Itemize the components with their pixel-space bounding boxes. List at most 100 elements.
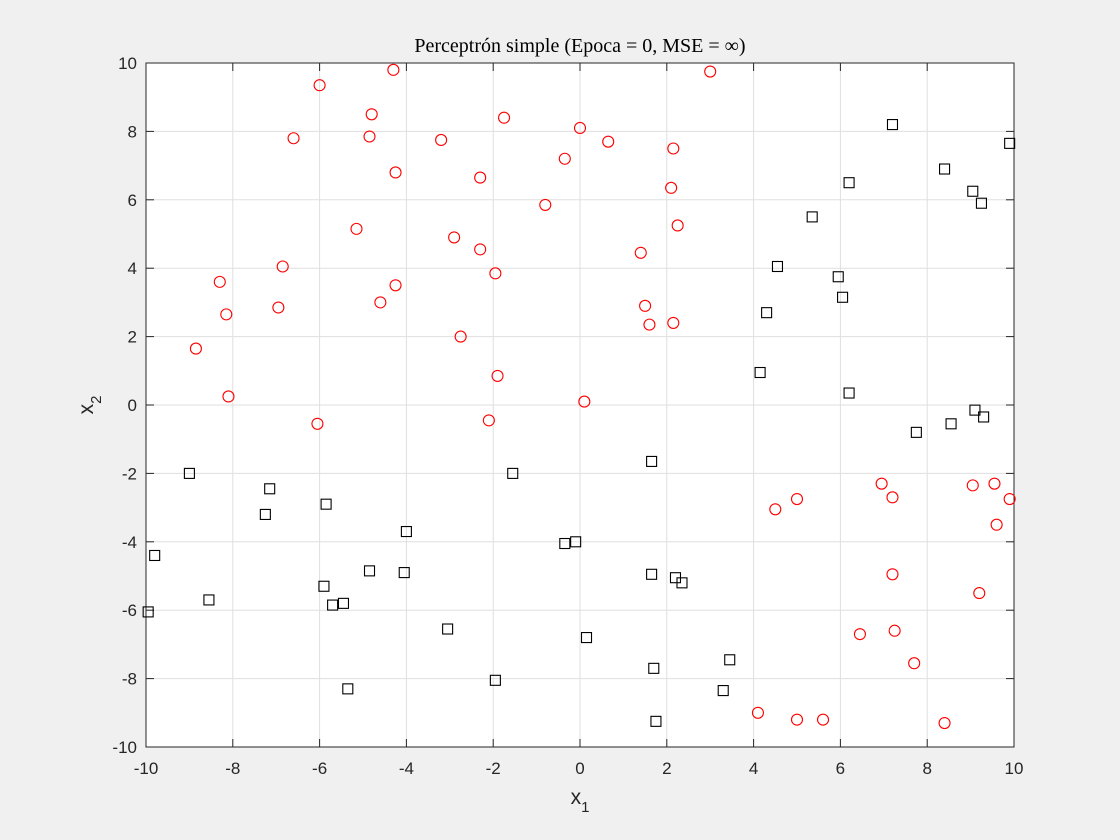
x-tick-label: 0 — [575, 759, 584, 778]
square-point — [142, 606, 154, 618]
circle-point — [222, 390, 235, 403]
circle-point — [313, 79, 326, 92]
square-point — [761, 307, 773, 319]
circle-point — [990, 518, 1003, 531]
x-axis-label: x1 — [571, 786, 590, 816]
circle-point — [1003, 492, 1016, 506]
circle-point — [311, 417, 324, 430]
circle-point — [350, 222, 363, 235]
y-axis-label-subscript: 2 — [88, 396, 105, 404]
square-point — [442, 623, 454, 635]
circle-point — [454, 330, 467, 343]
circle-point — [539, 198, 552, 211]
square-point — [149, 549, 161, 562]
square-point — [203, 594, 215, 606]
circle-point — [189, 342, 202, 355]
circle-point — [671, 219, 684, 232]
square-point — [183, 467, 195, 479]
circle-point — [220, 308, 233, 321]
x-tick-label: 10 — [1005, 759, 1024, 778]
data-points — [142, 63, 1016, 730]
x-tick-label: -2 — [486, 759, 501, 778]
circle-point — [573, 121, 587, 135]
x-tick-label: -10 — [134, 759, 159, 778]
y-tick-label: -8 — [122, 670, 137, 689]
square-point — [967, 185, 979, 197]
circle-point — [886, 568, 899, 581]
square-point — [320, 498, 332, 510]
square-point — [646, 455, 658, 467]
x-tick-label: 4 — [749, 759, 758, 778]
x-tick-label: 6 — [836, 759, 845, 778]
circle-point — [769, 503, 782, 516]
circle-point — [491, 369, 504, 382]
circle-point — [602, 135, 615, 148]
y-tick-label: 8 — [128, 122, 137, 141]
square-point — [771, 260, 784, 273]
x-tick-label: 8 — [922, 759, 931, 778]
circle-point — [853, 628, 866, 641]
circle-point — [387, 63, 400, 76]
grid-lines — [146, 63, 1014, 747]
circle-point — [875, 477, 888, 490]
square-point — [969, 404, 981, 416]
circle-point — [287, 132, 300, 145]
square-point — [724, 654, 736, 666]
square-point — [648, 662, 660, 674]
square-point — [559, 537, 571, 550]
square-point — [400, 525, 412, 538]
square-point — [978, 411, 990, 423]
circle-point — [389, 166, 402, 179]
x-axis-label-base: x — [571, 786, 582, 809]
circle-point — [365, 108, 378, 121]
circle-point — [435, 133, 448, 146]
circle-point — [938, 717, 951, 730]
circle-point — [888, 624, 901, 637]
circle-point — [448, 231, 461, 244]
circle-point — [790, 492, 804, 506]
y-tick-label: 10 — [118, 54, 137, 73]
circle-point — [363, 130, 376, 143]
y-axis-label-base: x — [75, 403, 98, 414]
circle-point — [634, 246, 647, 259]
square-point — [264, 483, 276, 495]
square-point — [939, 163, 951, 175]
square-point — [843, 387, 855, 399]
circle-point — [389, 279, 402, 292]
square-point — [832, 271, 844, 283]
circle-point — [751, 706, 764, 719]
y-tick-label: -2 — [122, 464, 137, 483]
square-point — [507, 467, 519, 479]
square-point — [945, 418, 957, 430]
circle-point — [374, 296, 387, 309]
square-point — [259, 508, 271, 520]
square-point — [570, 536, 582, 548]
x-tick-label: -6 — [312, 759, 327, 778]
square-point — [327, 599, 339, 611]
y-tick-label: 0 — [128, 396, 137, 415]
circle-point — [578, 395, 591, 408]
circle-point — [790, 713, 804, 726]
square-point — [975, 197, 988, 209]
circle-point — [639, 299, 652, 312]
y-tick-label: 2 — [128, 328, 137, 347]
square-point — [646, 568, 658, 580]
x-tick-label: -8 — [225, 759, 240, 778]
x-tick-label: 2 — [662, 759, 671, 778]
y-tick-label: -6 — [122, 601, 137, 620]
y-tick-label: 4 — [128, 259, 137, 278]
y-tick-label: -10 — [112, 738, 137, 757]
square-point — [650, 715, 662, 727]
circle-point — [558, 152, 571, 165]
axis-ticks: -10 -8 -6 -4 -2 0 2 4 6 8 10 -10 -8 -6 -4 -2 0 2 4 6 8 10 — [112, 54, 1023, 778]
circle-point — [276, 260, 289, 273]
circle-point — [643, 318, 656, 331]
y-tick-label: 6 — [128, 191, 137, 210]
circle-point — [667, 142, 680, 155]
circle-point — [886, 491, 899, 504]
square-point — [489, 674, 501, 686]
square-point — [837, 291, 849, 303]
circle-point — [474, 243, 487, 256]
square-point — [1004, 137, 1016, 149]
